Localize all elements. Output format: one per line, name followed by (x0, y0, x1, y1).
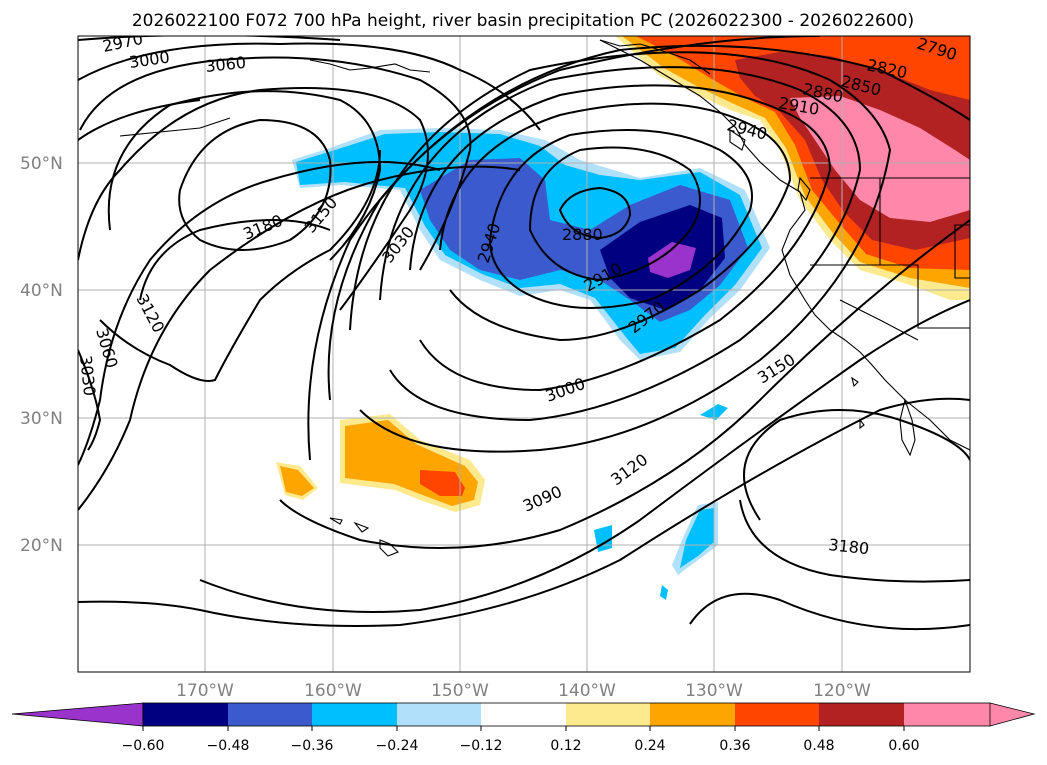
colorbar-bin (650, 703, 735, 726)
height-contours (78, 36, 970, 631)
lat-label: 50°N (20, 154, 63, 174)
colorbar: −0.60 −0.48 −0.36 −0.24 −0.12 0.12 0.24 … (11, 702, 1036, 754)
precip-positive-region-subtropics (276, 414, 485, 512)
lon-label: 150°W (431, 681, 489, 701)
colorbar-tick-label: −0.12 (460, 738, 503, 754)
colorbar-tick-label: 0.12 (550, 738, 581, 754)
colorbar-bin (904, 703, 1034, 726)
contour-label: 3180 (828, 535, 870, 558)
lat-label: 20°N (20, 536, 63, 556)
precip-negative-region (292, 128, 770, 600)
colorbar-ticks (142, 726, 905, 731)
map-plot-area: 2970 3000 3060 3180 3150 3030 2940 2880 … (76, 36, 970, 672)
colorbar-tick-label: −0.24 (376, 738, 419, 754)
lon-label: 130°W (685, 681, 743, 701)
colorbar-bin (735, 703, 819, 726)
colorbar-bin (143, 703, 228, 726)
colorbar-tick-label: −0.48 (207, 738, 250, 754)
colorbar-bin (312, 703, 397, 726)
map-title: 2026022100 F072 700 hPa height, river ba… (132, 11, 914, 31)
colorbar-bin (819, 703, 904, 726)
colorbar-bin (481, 703, 566, 726)
lat-label: 30°N (20, 409, 63, 429)
longitude-labels: 170°W 160°W 150°W 140°W 130°W 120°W (176, 681, 871, 701)
colorbar-bin (397, 703, 481, 726)
colorbar-bin (566, 703, 650, 726)
map-frame (77, 35, 971, 673)
colorbar-tick-label: 0.48 (803, 738, 834, 754)
lon-label: 140°W (558, 681, 616, 701)
colorbar-tick-label: 0.36 (719, 738, 750, 754)
contour-label: 3060 (204, 53, 246, 76)
graticule (78, 36, 970, 672)
contour-label: 3030 (76, 354, 99, 396)
colorbar-tick-label: −0.36 (291, 738, 334, 754)
lon-label: 120°W (813, 681, 871, 701)
lat-label: 40°N (20, 281, 63, 301)
lon-label: 160°W (304, 681, 362, 701)
latitude-labels: 50°N 40°N 30°N 20°N (20, 154, 63, 556)
colorbar-tick-label: 0.24 (634, 738, 665, 754)
precip-positive-region-northwest (615, 36, 970, 300)
contour-label: 2880 (562, 225, 603, 244)
colorbar-tick-label: 0.60 (888, 738, 919, 754)
colorbar-bin (11, 702, 144, 727)
colorbar-bin (228, 703, 312, 726)
colorbar-tick-labels: −0.60 −0.48 −0.36 −0.24 −0.12 0.12 0.24 … (122, 738, 920, 754)
lon-label: 170°W (176, 681, 234, 701)
colorbar-tick-label: −0.60 (122, 738, 165, 754)
